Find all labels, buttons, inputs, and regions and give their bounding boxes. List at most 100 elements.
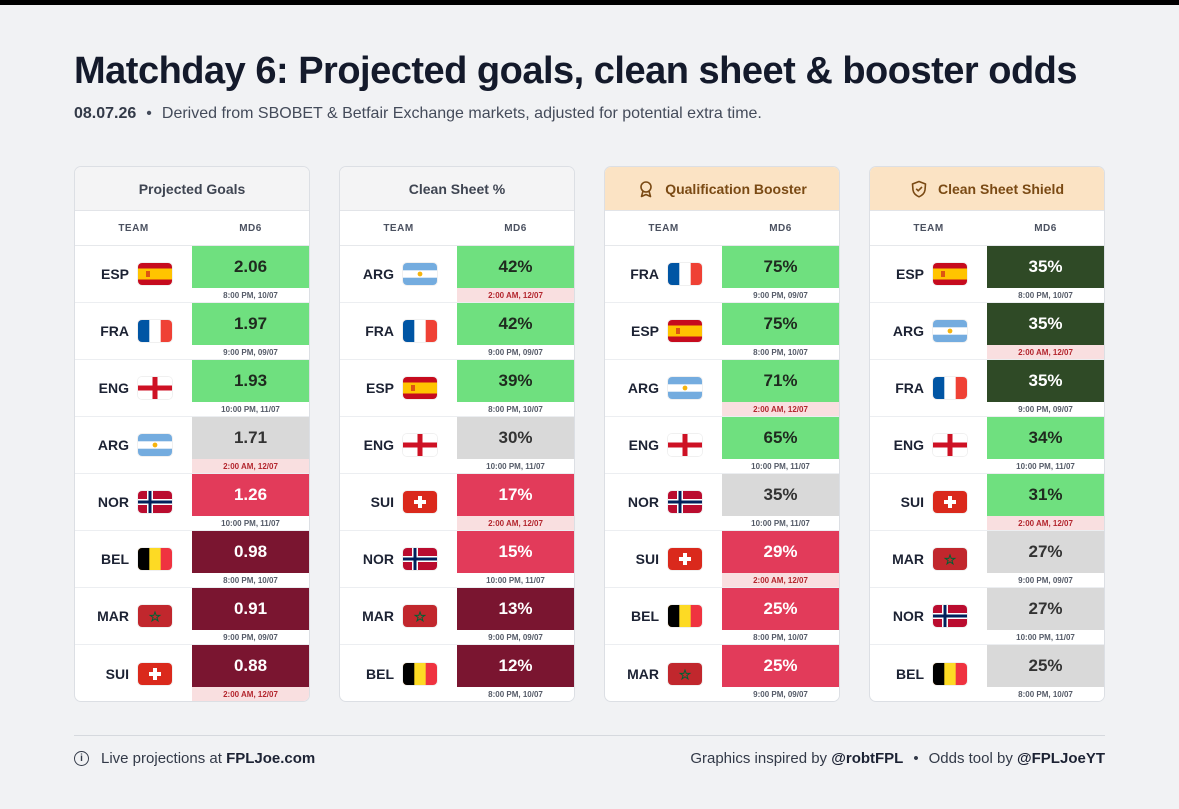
value: 75% [722, 303, 839, 345]
kickoff-time: 9:00 PM, 09/07 [987, 402, 1104, 416]
team-cell: SUI [605, 531, 722, 587]
table-row: BEL 25% 8:00 PM, 10/07 [870, 645, 1104, 701]
team-cell: ARG [605, 360, 722, 416]
team-code: BEL [366, 665, 394, 682]
value-cell: 17% 2:00 AM, 12/07 [457, 474, 574, 530]
flag-bel-icon [668, 605, 702, 627]
team-cell: ENG [340, 417, 457, 473]
panel-projected-goals: Projected Goals TEAM MD6 ESP 2.06 8:00 PM, 10… [74, 166, 310, 702]
value-cell: 13% 9:00 PM, 09/07 [457, 588, 574, 644]
kickoff-time: 2:00 AM, 12/07 [192, 459, 309, 473]
value-cell: 27% 9:00 PM, 09/07 [987, 531, 1104, 587]
flag-bel-icon [138, 548, 172, 570]
team-cell: MAR [605, 645, 722, 701]
value: 1.71 [192, 417, 309, 459]
team-code: SUI [370, 494, 394, 510]
value-cell: 34% 10:00 PM, 11/07 [987, 417, 1104, 473]
table-row: ESP 35% 8:00 PM, 10/07 [870, 246, 1104, 303]
value: 2.06 [192, 246, 309, 288]
value-cell: 27% 10:00 PM, 11/07 [987, 588, 1104, 644]
flag-fra-icon [668, 263, 702, 285]
flag-arg-icon [403, 263, 437, 285]
value-cell: 35% 10:00 PM, 11/07 [722, 474, 839, 530]
footer-right: Graphics inspired by @robtFPL • Odds tool … [690, 750, 1105, 767]
kickoff-time: 2:00 AM, 12/07 [987, 516, 1104, 530]
value-cell: 1.93 10:00 PM, 11/07 [192, 360, 309, 416]
table-row: FRA 35% 9:00 PM, 09/07 [870, 360, 1104, 417]
flag-esp-icon [138, 263, 172, 285]
team-cell: MAR [870, 531, 987, 587]
value: 1.97 [192, 303, 309, 345]
team-code: ARG [362, 266, 394, 282]
value: 71% [722, 360, 839, 402]
kickoff-time: 2:00 AM, 12/07 [457, 288, 574, 302]
value-cell: 75% 9:00 PM, 09/07 [722, 246, 839, 302]
value-cell: 1.71 2:00 AM, 12/07 [192, 417, 309, 473]
kickoff-time: 9:00 PM, 09/07 [192, 345, 309, 359]
value: 75% [722, 246, 839, 288]
team-code: SUI [105, 665, 129, 682]
flag-esp-icon [668, 320, 702, 342]
value-cell: 0.98 8:00 PM, 10/07 [192, 531, 309, 587]
value-cell: 35% 9:00 PM, 09/07 [987, 360, 1104, 416]
team-cell: ARG [870, 303, 987, 359]
kickoff-time: 10:00 PM, 11/07 [192, 516, 309, 530]
kickoff-time: 8:00 PM, 10/07 [722, 345, 839, 359]
value-cell: 1.97 9:00 PM, 09/07 [192, 303, 309, 359]
column-header-row: TEAM MD6 [870, 211, 1104, 246]
kickoff-time: 9:00 PM, 09/07 [722, 288, 839, 302]
team-code: FRA [100, 323, 129, 339]
team-code: ESP [895, 266, 924, 282]
team-column-header: TEAM [913, 222, 944, 234]
kickoff-time: 8:00 PM, 10/07 [457, 402, 574, 416]
panel-clean-sheet: Clean Sheet % TEAM MD6 ARG 42% 2:00 AM, 12/07… [339, 166, 575, 702]
team-cell: NOR [605, 474, 722, 530]
kickoff-time: 8:00 PM, 10/07 [987, 288, 1104, 302]
table-row: SUI 29% 2:00 AM, 12/07 [605, 531, 839, 588]
team-cell: SUI [340, 474, 457, 530]
value-cell: 1.26 10:00 PM, 11/07 [192, 474, 309, 530]
value-cell: 35% 8:00 PM, 10/07 [987, 246, 1104, 302]
kickoff-time: 2:00 AM, 12/07 [722, 573, 839, 587]
table-row: ARG 1.71 2:00 AM, 12/07 [75, 417, 309, 474]
fpljoe-link[interactable]: FPLJoe.com [226, 750, 316, 767]
column-header-row: TEAM MD6 [340, 211, 574, 246]
table-row: FRA 42% 9:00 PM, 09/07 [340, 303, 574, 360]
flag-sui-icon [933, 491, 967, 513]
flag-fra-icon [403, 320, 437, 342]
flag-nor-icon [403, 548, 437, 570]
panel-title: Clean Sheet % [340, 167, 574, 211]
team-cell: ESP [75, 246, 192, 302]
flag-fra-icon [933, 377, 967, 399]
source-note: Derived from SBOBET & Betfair Exchange m… [161, 105, 762, 122]
value-cell: 29% 2:00 AM, 12/07 [722, 531, 839, 587]
flag-mar-icon [403, 605, 437, 627]
column-header-row: TEAM MD6 [75, 211, 309, 246]
team-cell: ESP [340, 360, 457, 416]
kickoff-time: 9:00 PM, 09/07 [192, 630, 309, 644]
value: 65% [722, 417, 839, 459]
team-code: ARG [627, 380, 659, 396]
value-cell: 15% 10:00 PM, 11/07 [457, 531, 574, 587]
team-cell: FRA [870, 360, 987, 416]
page-subtitle: 08.07.26 • Derived from SBOBET & Betfair E… [74, 105, 762, 122]
value: 1.26 [192, 474, 309, 516]
table-row: ENG 1.93 10:00 PM, 11/07 [75, 360, 309, 417]
info-icon: i [74, 751, 89, 766]
value: 30% [457, 417, 574, 459]
team-cell: NOR [870, 588, 987, 644]
fpljoeyt-link[interactable]: @FPLJoeYT [1017, 750, 1105, 767]
team-cell: FRA [340, 303, 457, 359]
kickoff-time: 8:00 PM, 10/07 [722, 630, 839, 644]
flag-arg-icon [138, 434, 172, 456]
flag-mar-icon [668, 662, 702, 685]
panel-title: Projected Goals [75, 167, 309, 211]
panel-qualification-booster: Qualification Booster TEAM MD6 FRA 75% 9:00 P… [604, 166, 840, 702]
table-row: ESP 39% 8:00 PM, 10/07 [340, 360, 574, 417]
team-code: MAR [892, 551, 924, 567]
robtfpl-link[interactable]: @robtFPL [831, 750, 904, 767]
value-cell: 30% 10:00 PM, 11/07 [457, 417, 574, 473]
value: 31% [987, 474, 1104, 516]
value: 42% [457, 303, 574, 345]
team-cell: MAR [75, 588, 192, 644]
